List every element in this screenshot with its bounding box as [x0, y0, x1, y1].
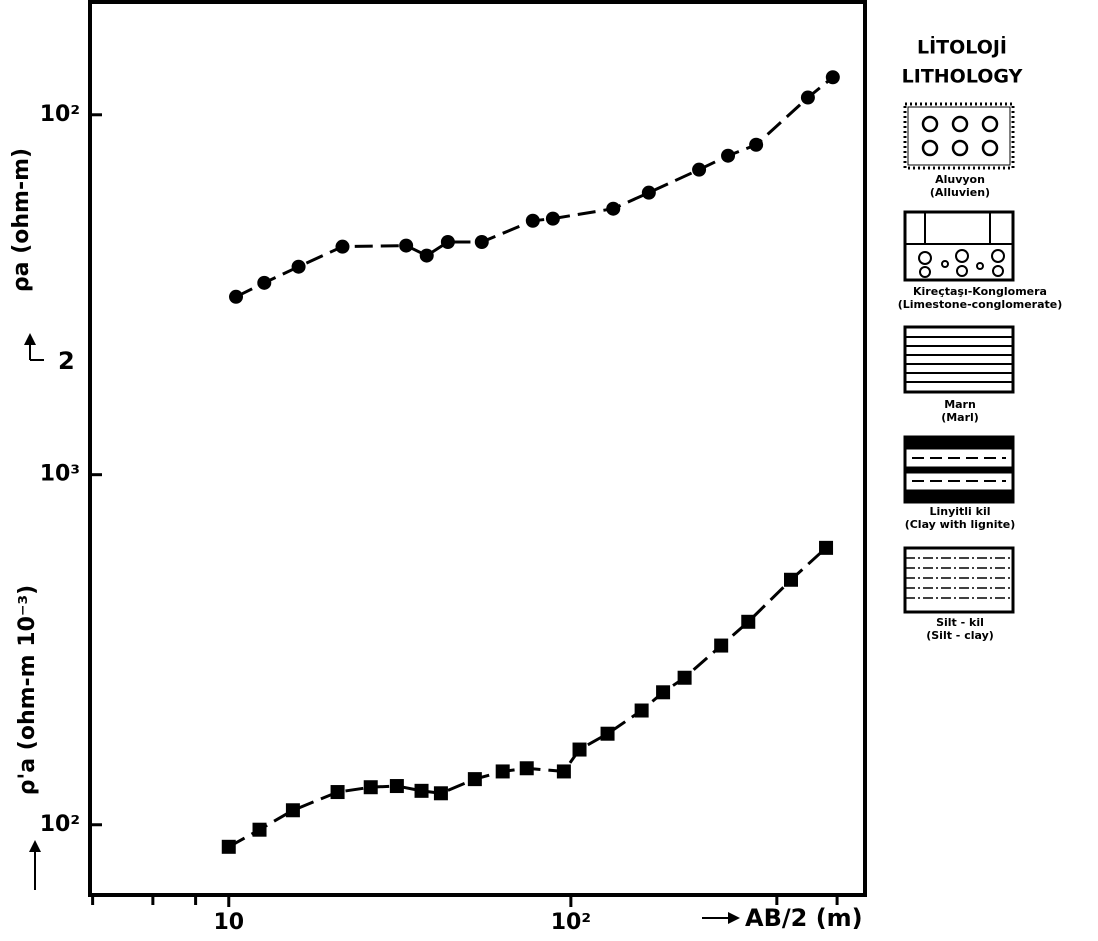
data-point — [714, 638, 729, 653]
lignite-clay-swatch — [903, 435, 1015, 504]
silt-clay-swatch — [903, 546, 1015, 614]
legend-label: (Clay with lignite) — [905, 518, 1016, 531]
data-point — [474, 235, 489, 250]
data-point — [363, 780, 378, 795]
data-point — [721, 148, 736, 163]
legend-label: (Silt - clay) — [926, 629, 994, 642]
legend-label: (Marl) — [941, 411, 979, 424]
data-point — [545, 211, 560, 226]
data-point — [556, 764, 571, 779]
data-point — [641, 185, 656, 200]
data-point — [692, 162, 707, 177]
data-point — [634, 703, 649, 718]
legend-title: LITHOLOGY — [902, 66, 1023, 88]
data-point — [741, 614, 756, 629]
data-point — [399, 238, 414, 253]
data-point — [285, 803, 300, 818]
plot-frame — [88, 0, 867, 897]
arrow-head — [728, 912, 740, 924]
x-axis-label: AB/2 (m) — [745, 904, 863, 932]
marl-swatch — [903, 325, 1015, 394]
data-point — [606, 201, 621, 216]
legend-label: Linyitli kil — [929, 505, 990, 518]
data-point — [800, 90, 815, 105]
data-point — [572, 742, 587, 757]
arrow-head — [24, 333, 36, 345]
data-point — [257, 275, 272, 290]
data-point — [784, 572, 799, 587]
data-point — [440, 235, 455, 250]
legend-label: Kireçtaşı-Konglomera — [913, 285, 1047, 298]
data-point — [749, 137, 764, 152]
x-tick-label: 10 — [213, 910, 244, 935]
y-axis-label: ρ'a (ohm-m 10⁻³) — [15, 585, 40, 795]
y-axis-label: ρa (ohm-m) — [9, 148, 34, 292]
fit-curve — [228, 546, 828, 849]
data-point — [330, 785, 345, 800]
legend-label: Marn — [944, 398, 976, 411]
x-tick-label: 10² — [551, 910, 591, 935]
limestone-conglomerate-swatch — [903, 210, 1015, 282]
y-tick-label: 10² — [40, 812, 80, 837]
y-tick-label: 10³ — [40, 462, 80, 487]
data-point — [229, 289, 244, 304]
data-point — [252, 822, 267, 837]
legend-label: (Alluvien) — [930, 186, 990, 199]
legend-title: LİTOLOJİ — [917, 35, 1007, 59]
data-point — [389, 779, 404, 794]
data-point — [600, 726, 615, 741]
legend-label: (Limestone-conglomerate) — [898, 298, 1063, 311]
data-point — [335, 239, 350, 254]
axis-note: 2 — [58, 347, 75, 375]
data-point — [519, 761, 534, 776]
data-point — [467, 772, 482, 787]
data-point — [495, 764, 510, 779]
data-point — [414, 783, 429, 798]
fit-curve — [235, 76, 834, 299]
data-point — [819, 540, 834, 555]
y-tick-label: 10² — [40, 102, 80, 127]
data-point — [291, 259, 306, 274]
alluvium-swatch — [903, 102, 1015, 170]
data-point — [221, 839, 236, 854]
data-point — [525, 213, 540, 228]
data-point — [656, 685, 671, 700]
lithology-legend: LİTOLOJİ LITHOLOGY — [898, 35, 1063, 643]
data-point — [825, 70, 840, 85]
data-point — [419, 248, 434, 263]
legend-label: Aluvyon — [935, 173, 985, 186]
arrow-head — [29, 840, 41, 852]
data-point — [433, 786, 448, 801]
data-point — [677, 670, 692, 685]
legend-label: Silt - kil — [936, 616, 984, 629]
